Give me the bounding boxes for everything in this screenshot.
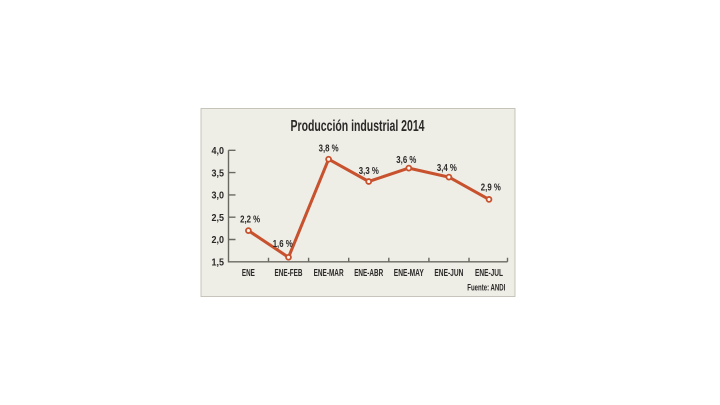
- svg-text:Fuente: ANDI: Fuente: ANDI: [467, 283, 505, 294]
- svg-text:2,2 %: 2,2 %: [240, 214, 260, 226]
- svg-text:3,0: 3,0: [212, 190, 225, 202]
- svg-text:1,6 %: 1,6 %: [273, 238, 293, 250]
- svg-text:3,4 %: 3,4 %: [437, 162, 457, 174]
- svg-text:ENE-JUN: ENE-JUN: [434, 267, 463, 279]
- svg-text:Producción industrial 2014: Producción industrial 2014: [291, 118, 425, 135]
- svg-text:ENE-MAR: ENE-MAR: [314, 267, 344, 279]
- svg-text:4,0: 4,0: [212, 145, 225, 157]
- svg-text:3,3 %: 3,3 %: [359, 165, 379, 177]
- svg-text:1,5: 1,5: [212, 257, 225, 269]
- svg-text:2,9 %: 2,9 %: [481, 181, 501, 193]
- svg-text:2,0: 2,0: [212, 234, 225, 246]
- svg-text:3,8 %: 3,8 %: [319, 143, 339, 155]
- svg-text:2,5: 2,5: [212, 212, 225, 224]
- svg-text:ENE-FEB: ENE-FEB: [275, 267, 303, 279]
- svg-text:ENE-ABR: ENE-ABR: [354, 267, 383, 279]
- svg-text:3,6 %: 3,6 %: [396, 154, 416, 166]
- svg-text:3,5: 3,5: [212, 167, 225, 179]
- svg-text:ENE-MAY: ENE-MAY: [394, 267, 424, 279]
- svg-text:ENE: ENE: [242, 267, 255, 279]
- svg-text:ENE-JUL: ENE-JUL: [475, 267, 503, 279]
